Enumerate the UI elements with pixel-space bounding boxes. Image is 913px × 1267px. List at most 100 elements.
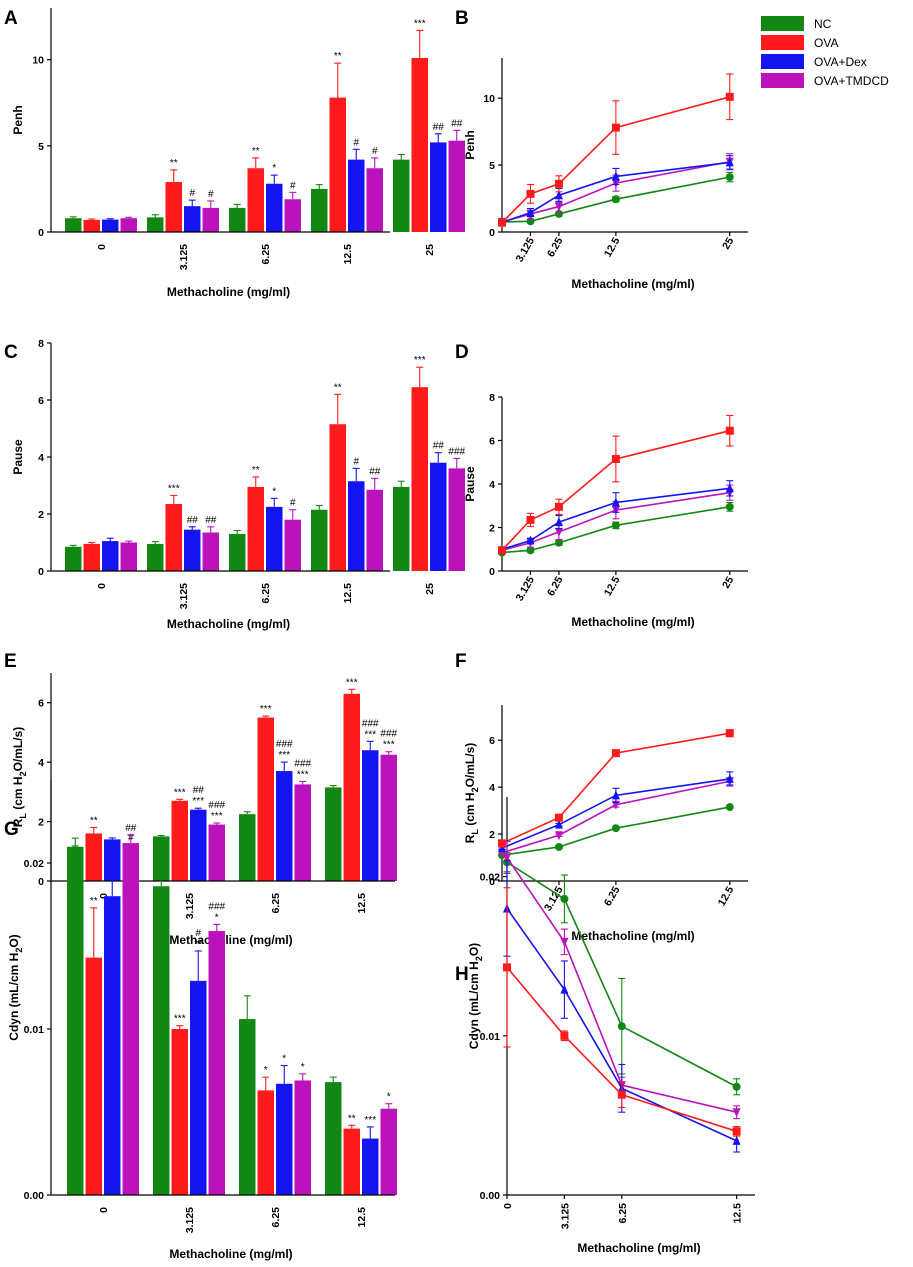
bar (362, 1138, 379, 1195)
x-tick-label: 6.25 (270, 893, 282, 914)
x-tick-label: 6.25 (617, 1203, 629, 1224)
bar-ova-25 (411, 366, 428, 571)
y-tick-label: 0 (38, 566, 44, 578)
bar-nc-6-25 (239, 811, 256, 881)
bar (165, 182, 182, 232)
data-point (725, 502, 734, 511)
series-line (506, 857, 737, 1113)
legend-swatch-ova (761, 35, 804, 50)
x-tick-label: 12.5 (356, 893, 368, 914)
data-point (560, 1031, 569, 1040)
bar (329, 424, 346, 571)
bar-ova-tmdcd-3-125 (208, 923, 225, 1195)
bar (165, 504, 182, 571)
bar-nc-12-5 (325, 1076, 342, 1195)
x-tick-label: 0 (96, 583, 108, 589)
bar (83, 543, 100, 571)
significance-marker: # (195, 928, 201, 939)
bar-nc-6-25 (229, 529, 246, 571)
bar (257, 717, 274, 881)
data-point (560, 894, 569, 903)
bar-ova-tmdcd-3-125 (202, 200, 219, 232)
bar-nc-6-25 (239, 995, 256, 1195)
bar (122, 843, 139, 1195)
y-tick-label: 0.00 (24, 1190, 45, 1202)
bar-ova-12-5 (329, 62, 346, 232)
bar-ova-dex-6-25 (276, 761, 293, 881)
bar-ova-tmdcd-0 (122, 834, 139, 1195)
x-axis-label: Methacholine (mg/ml) (571, 929, 694, 943)
y-tick-label: 0.01 (24, 1024, 45, 1036)
data-point (498, 839, 506, 848)
bar (184, 206, 201, 232)
significance-marker: ** (334, 382, 342, 393)
x-tick-label: 6.25 (545, 235, 566, 259)
bar-ova-dex-12-5 (362, 740, 379, 881)
series-ova (503, 887, 741, 1137)
y-tick-label: 0.02 (480, 872, 501, 884)
y-tick-label: 2 (38, 509, 44, 521)
bar-ova-12-5 (329, 393, 346, 571)
bar (190, 980, 207, 1195)
significance-marker: * (215, 912, 219, 923)
series-ova-dex (498, 771, 734, 853)
data-point (560, 937, 569, 947)
bar (430, 462, 447, 571)
bar (393, 159, 410, 232)
significance-marker: ** (334, 51, 342, 62)
data-point (725, 803, 734, 812)
significance-marker: # (353, 137, 359, 148)
significance-marker: ### (208, 800, 225, 811)
significance-marker: ** (252, 465, 260, 476)
data-point (560, 984, 569, 994)
significance-marker: ## (187, 515, 199, 526)
bar (147, 217, 164, 232)
bar-ova-tmdcd-6-25 (294, 780, 311, 881)
bar (120, 218, 137, 232)
data-point (732, 1135, 741, 1145)
significance-marker: ### (208, 901, 225, 912)
bar-ova-dex-6-25 (266, 174, 283, 232)
series-line (501, 732, 730, 845)
bar (171, 800, 188, 881)
x-tick-label: 6.25 (260, 244, 272, 265)
series-nc (498, 803, 734, 860)
data-point (554, 831, 563, 841)
bar-ova-tmdcd-25 (448, 457, 465, 571)
bar (67, 848, 84, 1195)
x-tick-label: 12.5 (602, 574, 623, 598)
bar-nc-0 (65, 216, 82, 232)
x-tick-label: 3.125 (559, 1203, 571, 1229)
bar-ova-25 (411, 29, 428, 232)
x-axis-label: Methacholine (mg/ml) (167, 617, 290, 631)
data-point (498, 843, 506, 853)
data-point (732, 1108, 741, 1118)
data-point (498, 546, 506, 555)
bar-nc-12-5 (325, 785, 342, 881)
y-tick-label: 2 (489, 523, 495, 535)
bar-nc-12-5 (311, 184, 328, 232)
bar (276, 1083, 293, 1195)
legend-label-ova: OVA (814, 36, 838, 50)
bar (311, 509, 328, 571)
bar-ova-dex-12-5 (348, 467, 365, 571)
data-point (611, 171, 620, 181)
bar (229, 533, 246, 571)
panel-h: H 0.00 0.01 0.02 Cdyn (mL/cm H2O) 0 3.125 6.25 1… (455, 797, 755, 1255)
bar-ova-12-5 (343, 688, 360, 881)
x-tick-label: 12.5 (602, 235, 623, 259)
data-point (554, 202, 563, 212)
data-point (526, 515, 535, 524)
bar (171, 1029, 188, 1195)
data-point (725, 173, 734, 182)
bar-ova-dex-6-25 (276, 1064, 293, 1195)
panel-b: B 0 5 10 Penh 3.125 6.25 12.5 25 Methacholine (mg… (455, 8, 748, 291)
panel-letter: G (4, 819, 19, 840)
x-tick-label: 3.125 (514, 235, 538, 264)
significance-marker: ### (448, 446, 465, 457)
legend-label-nc: NC (814, 17, 832, 31)
bar-ova-tmdcd-6-25 (284, 509, 301, 571)
y-tick-label: 4 (489, 782, 495, 794)
data-point (725, 157, 734, 167)
